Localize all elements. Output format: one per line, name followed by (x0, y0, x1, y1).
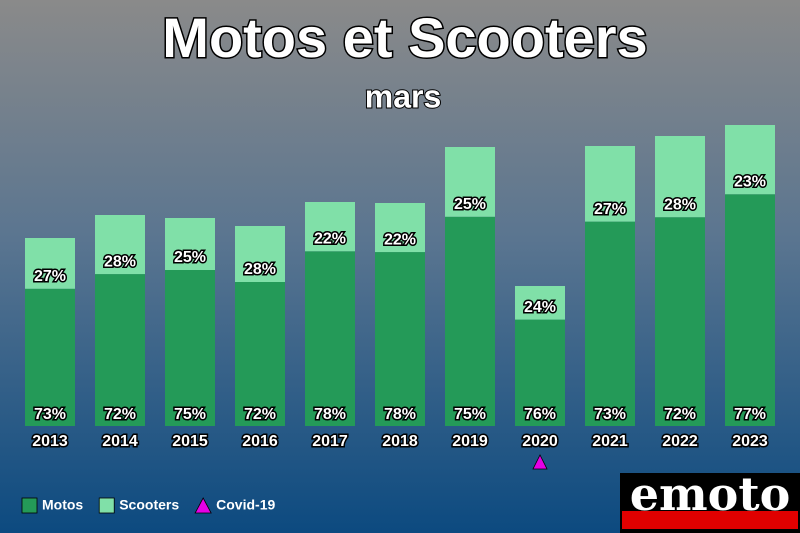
annotation-marker (532, 454, 548, 470)
legend-swatch (98, 497, 115, 514)
bar-segment (515, 286, 565, 320)
x-tick-label: 2018 (382, 433, 418, 450)
bar-segment (515, 319, 565, 426)
bar-segment (235, 282, 285, 426)
legend-marker (194, 497, 212, 514)
logo-text: emoto (630, 467, 791, 521)
value-label: 78% (384, 406, 416, 423)
legend-swatch (21, 497, 38, 514)
bar-segment (655, 136, 705, 218)
bar-segment (95, 274, 145, 426)
bar-segment (725, 194, 775, 426)
value-label: 72% (244, 406, 276, 423)
value-label: 75% (174, 406, 206, 423)
x-tick-label: 2020 (522, 433, 558, 450)
value-label: 27% (34, 268, 66, 285)
value-label: 28% (664, 196, 696, 213)
value-label: 28% (244, 261, 276, 278)
bar-segment (25, 238, 75, 289)
legend-label: Covid-19 (216, 497, 275, 513)
x-tick-label: 2019 (452, 433, 488, 450)
value-label: 72% (104, 406, 136, 423)
value-label: 28% (104, 253, 136, 270)
x-tick-label: 2014 (102, 433, 138, 450)
x-tick-label: 2013 (32, 433, 68, 450)
x-tick-label: 2015 (172, 433, 208, 450)
x-tick-label: 2017 (312, 433, 348, 450)
bar-segment (165, 270, 215, 426)
bar-segment (305, 251, 355, 426)
value-label: 22% (314, 230, 346, 247)
x-tick-label: 2021 (592, 433, 628, 450)
value-label: 76% (524, 406, 556, 423)
bar-segment (585, 221, 635, 426)
value-label: 25% (454, 196, 486, 213)
bar-segment (585, 146, 635, 222)
bar-segment (375, 252, 425, 426)
chart-subtitle: mars (365, 78, 442, 114)
bar-segment (165, 218, 215, 270)
value-label: 75% (454, 406, 486, 423)
value-label: 73% (34, 406, 66, 423)
value-label: 23% (734, 173, 766, 190)
bar-segment (445, 216, 495, 426)
value-label: 78% (314, 406, 346, 423)
bar-segment (305, 202, 355, 252)
logo-strip (622, 511, 798, 529)
value-label: 22% (384, 231, 416, 248)
bar-segment (445, 147, 495, 217)
bar-segment (655, 217, 705, 426)
x-tick-label: 2016 (242, 433, 278, 450)
value-label: 73% (594, 406, 626, 423)
bar-segment (375, 203, 425, 253)
logo: emoto (620, 467, 800, 533)
legend-label: Scooters (119, 497, 179, 513)
value-label: 24% (524, 299, 556, 316)
value-label: 72% (664, 406, 696, 423)
bar-segment (25, 288, 75, 426)
bar-segment (235, 226, 285, 282)
legend-label: Motos (42, 497, 83, 513)
value-label: 27% (594, 201, 626, 218)
bar-segment (95, 215, 145, 275)
value-label: 25% (174, 249, 206, 266)
chart-title: Motos et Scooters (162, 6, 647, 69)
x-tick-label: 2023 (732, 433, 768, 450)
bar-segment (725, 125, 775, 195)
value-label: 77% (734, 406, 766, 423)
x-tick-label: 2022 (662, 433, 698, 450)
